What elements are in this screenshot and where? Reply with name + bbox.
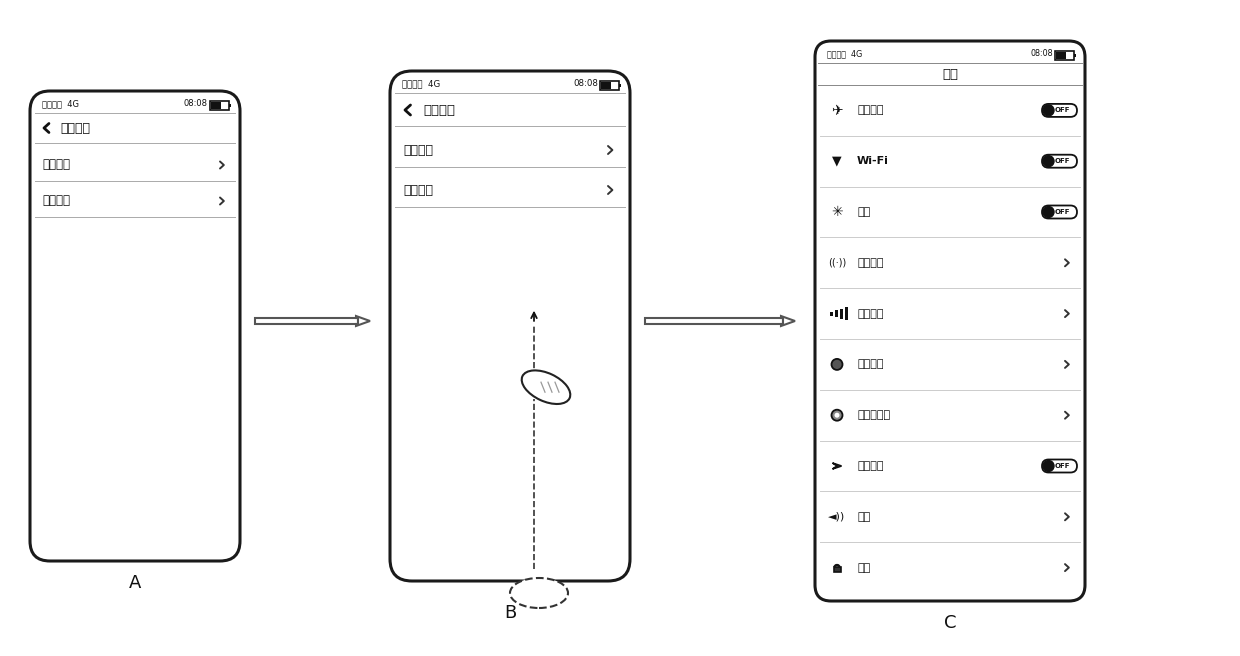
Text: Wi-Fi: Wi-Fi [857, 156, 889, 166]
Polygon shape [781, 316, 795, 326]
Text: 中国移动  4G: 中国移动 4G [402, 79, 440, 89]
Bar [645, 318, 782, 324]
Text: 中国移动  4G: 中国移动 4G [827, 49, 862, 58]
Text: 08:08: 08:08 [573, 79, 598, 89]
Circle shape [832, 359, 842, 370]
Bar [833, 567, 841, 572]
Bar [619, 84, 621, 87]
Text: A: A [129, 574, 141, 592]
Circle shape [1043, 461, 1054, 472]
Circle shape [1043, 155, 1054, 167]
Text: OFF: OFF [1055, 108, 1070, 113]
Text: 显示与亮度: 显示与亮度 [857, 410, 890, 420]
FancyBboxPatch shape [815, 41, 1085, 601]
Text: OFF: OFF [1055, 463, 1070, 469]
Ellipse shape [522, 371, 570, 404]
Text: 声音: 声音 [857, 512, 870, 522]
Text: 密码设置: 密码设置 [857, 359, 883, 369]
Bar [844, 307, 848, 320]
Bar [601, 82, 611, 89]
Text: OFF: OFF [1055, 158, 1070, 164]
Text: ◄)): ◄)) [828, 512, 846, 522]
Text: OFF: OFF [1055, 209, 1070, 215]
Bar [1074, 54, 1076, 57]
Bar [839, 308, 843, 319]
Circle shape [835, 413, 839, 418]
Bar [1055, 51, 1074, 60]
Text: 个人热点: 个人热点 [857, 258, 883, 268]
Text: ▼: ▼ [832, 155, 842, 168]
Text: 消息密码: 消息密码 [403, 184, 433, 197]
Text: 密码设置: 密码设置 [60, 121, 91, 134]
Polygon shape [832, 463, 842, 469]
Text: C: C [944, 614, 956, 632]
Text: 消息密码: 消息密码 [42, 194, 69, 207]
FancyBboxPatch shape [1042, 459, 1078, 472]
FancyBboxPatch shape [391, 71, 630, 581]
Bar [255, 318, 358, 324]
Bar [830, 312, 833, 316]
Ellipse shape [510, 578, 568, 608]
Text: 移动网络: 移动网络 [857, 308, 883, 319]
FancyBboxPatch shape [1042, 205, 1078, 218]
Text: B: B [503, 604, 516, 622]
Text: ((·)): ((·)) [828, 258, 846, 268]
Bar [210, 101, 229, 110]
FancyBboxPatch shape [30, 91, 241, 561]
Text: ✳: ✳ [831, 205, 843, 219]
FancyBboxPatch shape [1042, 155, 1078, 168]
Bar [229, 104, 231, 107]
Text: ✈: ✈ [831, 104, 843, 117]
Circle shape [832, 410, 842, 420]
Text: 灭屏显示: 灭屏显示 [857, 461, 883, 471]
Polygon shape [356, 316, 370, 326]
Text: 锁屏密码: 锁屏密码 [403, 144, 433, 157]
Text: 08:08: 08:08 [1030, 49, 1053, 58]
Text: 设置: 设置 [942, 68, 959, 81]
Text: 隐私: 隐私 [857, 563, 870, 573]
Text: 密码设置: 密码设置 [423, 104, 455, 117]
Circle shape [1043, 207, 1054, 218]
Text: 锁屏密码: 锁屏密码 [42, 159, 69, 171]
Circle shape [1043, 105, 1054, 116]
Bar [600, 81, 619, 90]
Bar [1056, 52, 1066, 59]
Bar [835, 310, 838, 317]
Text: 飞行模式: 飞行模式 [857, 106, 883, 115]
Bar [211, 102, 221, 109]
FancyBboxPatch shape [1042, 104, 1078, 117]
Text: 中国移动  4G: 中国移动 4G [42, 100, 79, 108]
Text: 08:08: 08:08 [184, 100, 208, 108]
Text: 蓝牙: 蓝牙 [857, 207, 870, 217]
